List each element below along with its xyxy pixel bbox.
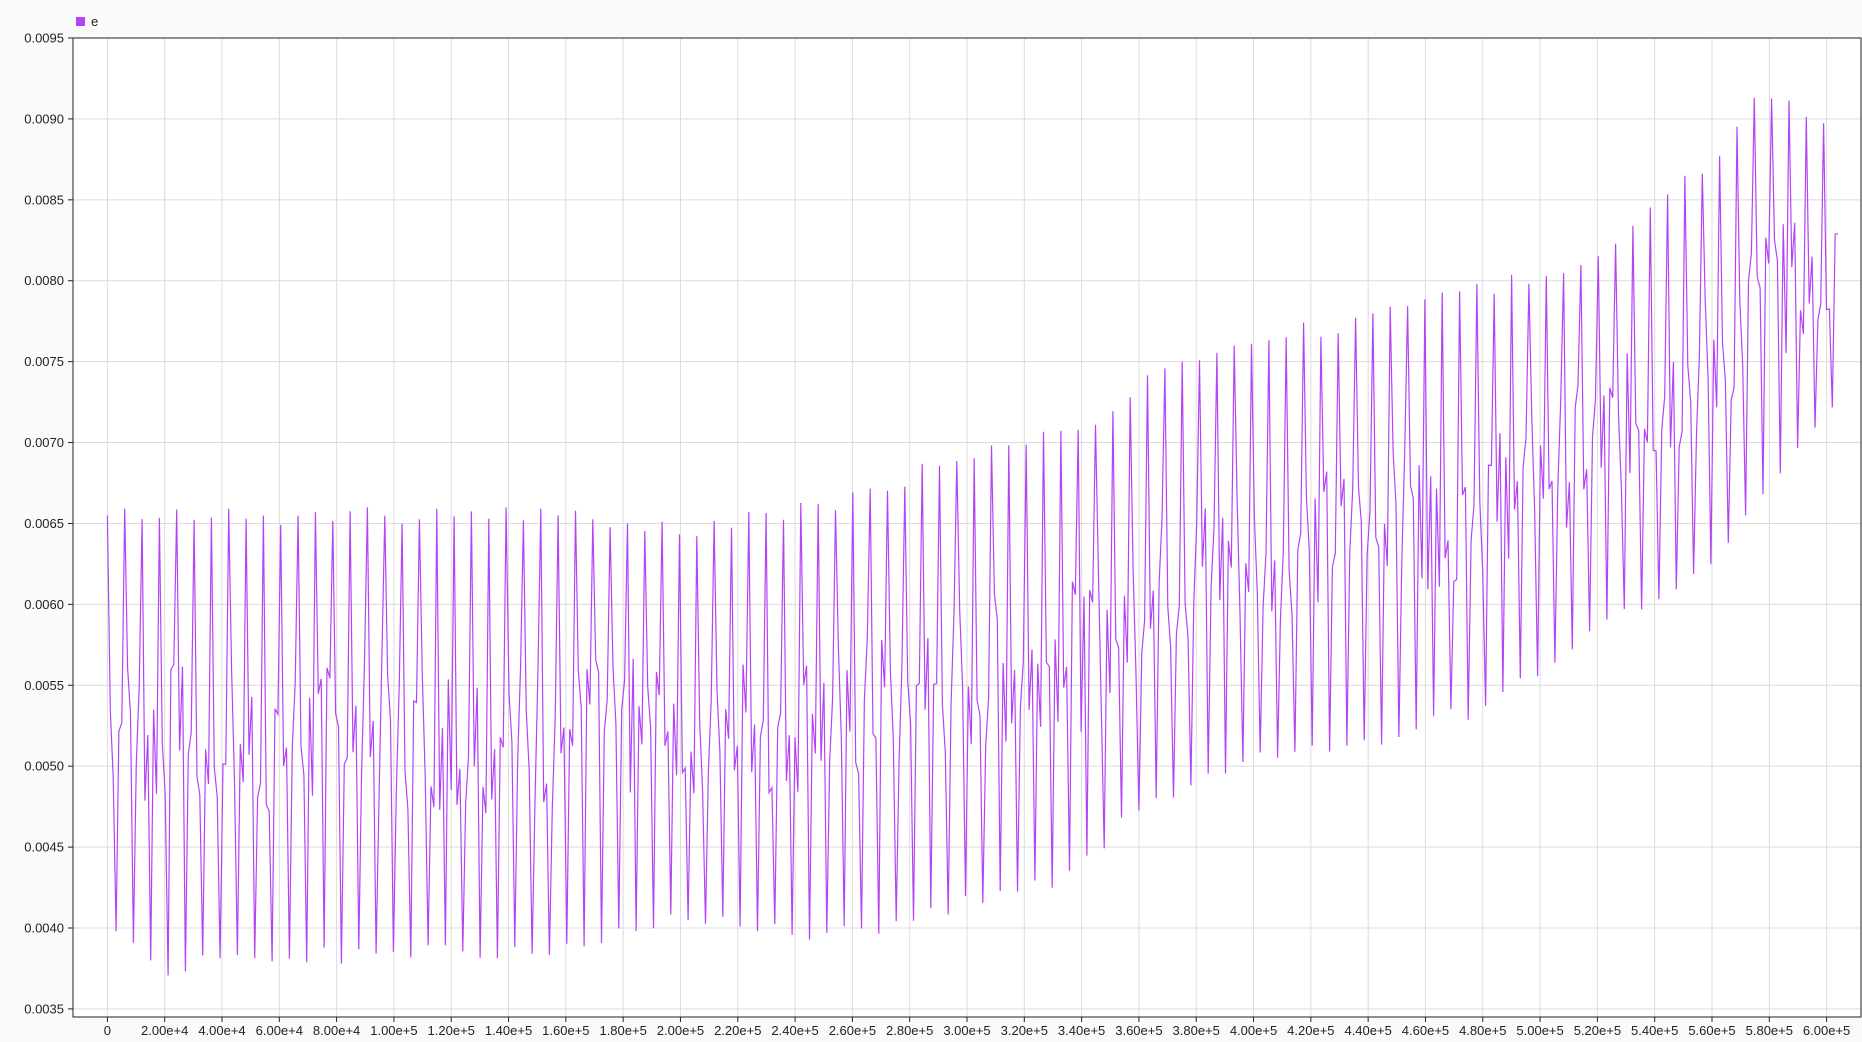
y-axis-ticks: 0.0035 0.0040 0.0045 0.0050 0.0055 0.0060 0.00… bbox=[24, 31, 73, 1016]
x-tick-label: 2.00e+4 bbox=[141, 1023, 188, 1038]
x-tick-label: 3.00e+5 bbox=[943, 1023, 990, 1038]
x-tick-label: 6.00e+4 bbox=[256, 1023, 303, 1038]
grid bbox=[73, 37, 1861, 1017]
y-tick-label: 0.0095 bbox=[24, 31, 64, 46]
x-tick-label: 1.40e+5 bbox=[485, 1023, 532, 1038]
legend[interactable]: e bbox=[76, 14, 98, 29]
x-tick-label: 5.20e+5 bbox=[1574, 1023, 1621, 1038]
x-tick-label: 3.60e+5 bbox=[1115, 1023, 1162, 1038]
x-tick-label: 5.00e+5 bbox=[1516, 1023, 1563, 1038]
y-tick-label: 0.0040 bbox=[24, 921, 64, 936]
x-tick-label: 1.00e+5 bbox=[370, 1023, 417, 1038]
legend-label-e: e bbox=[91, 14, 98, 29]
x-tick-label: 1.20e+5 bbox=[428, 1023, 475, 1038]
x-tick-label: 2.40e+5 bbox=[771, 1023, 818, 1038]
y-tick-label: 0.0045 bbox=[24, 840, 64, 855]
x-tick-label: 3.20e+5 bbox=[1001, 1023, 1048, 1038]
x-tick-label: 1.60e+5 bbox=[542, 1023, 589, 1038]
x-tick-label: 5.40e+5 bbox=[1631, 1023, 1678, 1038]
x-tick-label: 1.80e+5 bbox=[599, 1023, 646, 1038]
x-tick-label: 8.00e+4 bbox=[313, 1023, 360, 1038]
y-tick-label: 0.0075 bbox=[24, 354, 64, 369]
x-tick-label: 2.60e+5 bbox=[829, 1023, 876, 1038]
legend-swatch-e bbox=[76, 17, 85, 26]
y-tick-label: 0.0080 bbox=[24, 273, 64, 288]
x-tick-label: 4.20e+5 bbox=[1287, 1023, 1334, 1038]
x-tick-label: 2.20e+5 bbox=[714, 1023, 761, 1038]
y-tick-label: 0.0085 bbox=[24, 192, 64, 207]
series-line-e bbox=[106, 97, 1839, 976]
x-tick-label: 3.80e+5 bbox=[1173, 1023, 1220, 1038]
y-tick-label: 0.0060 bbox=[24, 597, 64, 612]
x-tick-label: 6.00e+5 bbox=[1803, 1023, 1850, 1038]
x-tick-label: 2.00e+5 bbox=[657, 1023, 704, 1038]
x-tick-label: 5.60e+5 bbox=[1688, 1023, 1735, 1038]
x-tick-label: 4.80e+5 bbox=[1459, 1023, 1506, 1038]
y-tick-label: 0.0035 bbox=[24, 1001, 64, 1016]
plot-border bbox=[72, 37, 1862, 1018]
x-tick-label: 4.40e+5 bbox=[1344, 1023, 1391, 1038]
x-tick-label: 4.00e+5 bbox=[1230, 1023, 1277, 1038]
x-tick-label: 4.00e+4 bbox=[198, 1023, 245, 1038]
y-tick-label: 0.0090 bbox=[24, 111, 64, 126]
y-tick-label: 0.0065 bbox=[24, 516, 64, 531]
x-tick-label: 4.60e+5 bbox=[1402, 1023, 1449, 1038]
x-tick-label: 3.40e+5 bbox=[1058, 1023, 1105, 1038]
y-tick-label: 0.0050 bbox=[24, 759, 64, 774]
y-tick-label: 0.0055 bbox=[24, 678, 64, 693]
x-tick-label: 0 bbox=[104, 1023, 111, 1038]
y-tick-label: 0.0070 bbox=[24, 435, 64, 450]
x-tick-label: 2.80e+5 bbox=[886, 1023, 933, 1038]
x-axis-ticks: 0 2.00e+4 4.00e+4 6.00e+4 8.00e+4 1.00e+5 1.20… bbox=[104, 1017, 1850, 1038]
x-tick-label: 5.80e+5 bbox=[1746, 1023, 1793, 1038]
